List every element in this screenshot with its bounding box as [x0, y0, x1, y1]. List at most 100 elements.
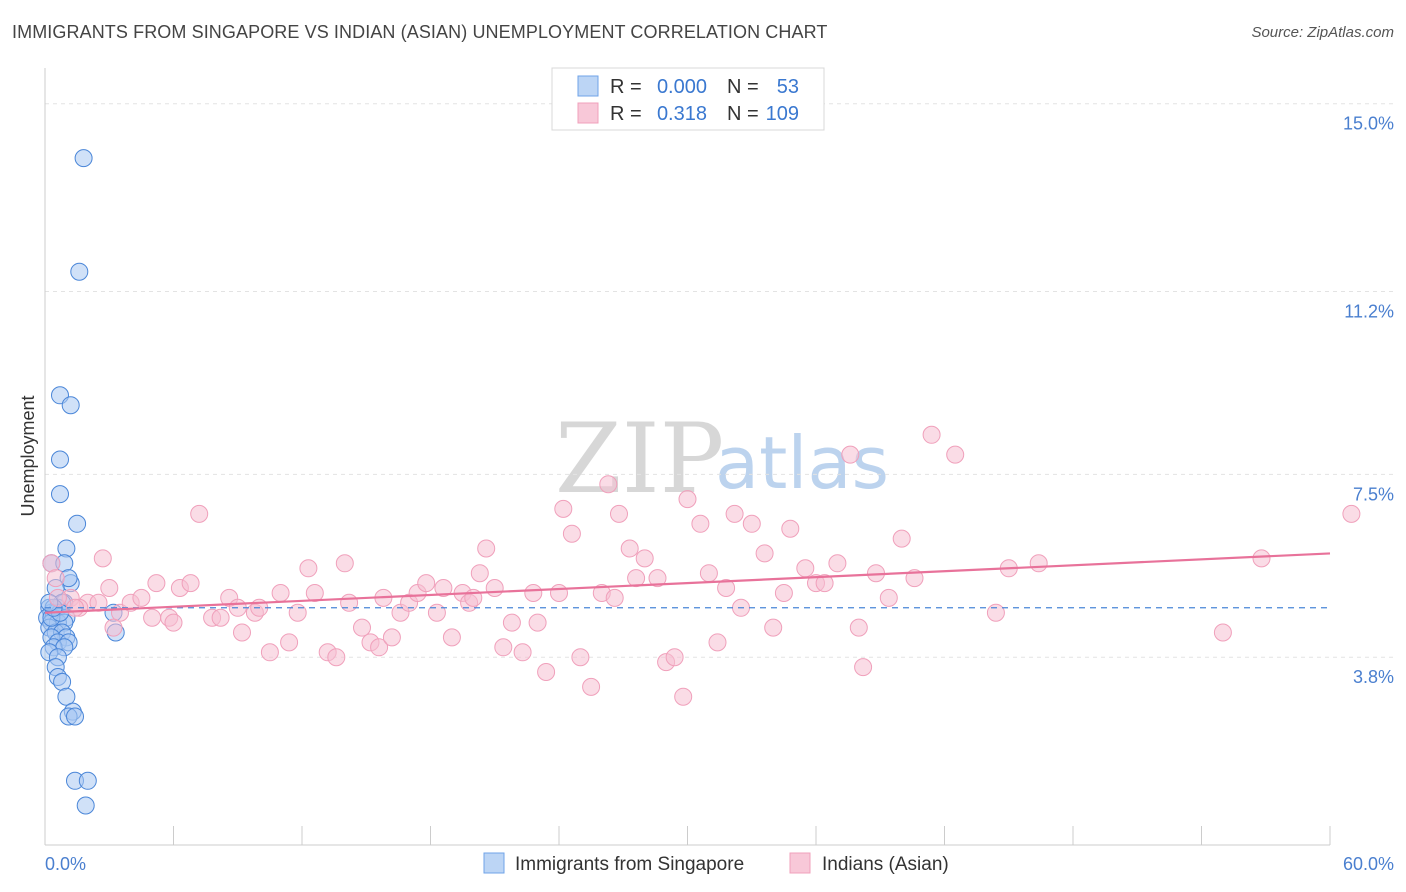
point-indian [434, 579, 453, 597]
point-indian [815, 574, 834, 593]
point-indian [427, 603, 446, 622]
point-indian [353, 618, 371, 637]
point-indian [635, 549, 654, 568]
point-indian [233, 623, 251, 642]
point-indian [854, 658, 873, 677]
point-singapore [78, 771, 97, 790]
point-indian [382, 628, 401, 647]
point-indian [271, 584, 290, 602]
point-indian [1342, 504, 1361, 523]
point-indian [582, 677, 601, 696]
point-indian [494, 638, 513, 657]
point-indian [417, 574, 436, 593]
legend-n-label-blue: N = [727, 76, 759, 98]
point-indian [946, 445, 965, 464]
point-indian [781, 519, 800, 538]
point-indian [477, 539, 496, 558]
point-indian [470, 564, 489, 583]
point-indian [524, 584, 543, 602]
chart-source: Source: ZipAtlas.com [1251, 24, 1394, 41]
point-indian [1252, 549, 1271, 568]
point-indian [922, 425, 941, 444]
point-indian [717, 579, 736, 597]
point-indian [828, 554, 847, 573]
point-singapore [57, 687, 76, 706]
grid-lines [45, 103, 1394, 658]
point-singapore [68, 514, 87, 533]
legend-r-value-pink: 0.318 [657, 103, 707, 125]
y-axis-label: Unemployment [18, 395, 38, 516]
point-indian [442, 628, 461, 647]
point-singapore [51, 450, 69, 469]
legend-swatch-blue [577, 75, 599, 97]
point-indian [190, 504, 209, 523]
point-indian [550, 584, 568, 602]
point-indian [610, 504, 628, 523]
point-indian [599, 475, 618, 494]
point-indian [89, 593, 108, 612]
series-legend: Immigrants from Singapore Indians (Asian… [483, 852, 949, 875]
point-indian [627, 569, 646, 588]
point-indian [327, 648, 346, 667]
point-singapore [70, 262, 89, 281]
point-indian [528, 613, 547, 632]
point-indian [708, 633, 727, 652]
point-indian [46, 569, 65, 588]
point-indian [674, 687, 693, 706]
point-indian [849, 618, 868, 637]
point-singapore [57, 539, 76, 558]
point-singapore [66, 707, 84, 726]
series-legend-label-blue: Immigrants from Singapore [515, 854, 744, 875]
series-legend-swatch-blue [483, 852, 505, 874]
point-indian [537, 663, 556, 681]
y-tick-label: 15.0% [1343, 114, 1394, 134]
point-indian [841, 445, 860, 464]
point-indian [299, 559, 318, 578]
point-indian [42, 554, 61, 573]
point-indian [181, 574, 200, 593]
point-indian [370, 638, 389, 657]
point-indian [648, 569, 667, 588]
point-indian [774, 584, 793, 602]
point-indian [335, 554, 354, 573]
point-singapore [61, 396, 80, 415]
point-indian [1213, 623, 1232, 642]
point-indian [513, 643, 532, 662]
point-singapore [53, 672, 72, 691]
x-tick-marks [44, 826, 1331, 845]
point-indian [147, 574, 166, 593]
x-tick-label-max: 60.0% [1343, 854, 1394, 874]
chart-title: IMMIGRANTS FROM SINGAPORE VS INDIAN (ASI… [12, 22, 828, 42]
point-indian [796, 559, 815, 578]
watermark-zip: ZIP [555, 403, 724, 515]
legend-swatch-pink [577, 102, 599, 124]
x-tick-label-min: 0.0% [45, 854, 86, 874]
point-indian [699, 564, 718, 583]
point-indian [305, 584, 324, 602]
point-indian [485, 579, 504, 597]
point-indian [93, 549, 112, 568]
stats-legend: R = 0.000 N = 53 R = 0.318 N = 109 [551, 67, 825, 131]
point-indian [48, 588, 67, 607]
point-indian [502, 613, 521, 632]
point-indian [260, 643, 279, 662]
point-indian [280, 633, 299, 652]
point-indian [892, 529, 911, 548]
trend-lines [44, 552, 1331, 614]
point-singapore [76, 796, 95, 815]
point-indian [164, 613, 183, 632]
legend-r-label-blue: R = [610, 76, 642, 98]
point-indian [678, 490, 697, 509]
watermark-atlas: atlas [715, 421, 889, 505]
point-indian [104, 618, 123, 637]
point-indian [764, 618, 783, 637]
point-indian [725, 504, 744, 523]
point-indian [665, 648, 684, 667]
legend-n-value-pink: 109 [766, 103, 799, 125]
y-tick-label: 3.8% [1353, 667, 1394, 687]
point-indian [620, 539, 639, 558]
series-legend-swatch-pink [789, 852, 811, 874]
legend-r-value-blue: 0.000 [657, 76, 707, 98]
point-indian [605, 588, 624, 607]
